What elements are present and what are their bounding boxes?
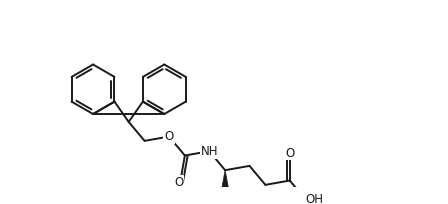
Polygon shape bbox=[220, 170, 230, 195]
Text: O: O bbox=[285, 146, 294, 160]
Text: NH: NH bbox=[201, 145, 218, 158]
Text: OH: OH bbox=[306, 193, 324, 204]
Text: O: O bbox=[164, 130, 173, 143]
Text: O: O bbox=[174, 176, 183, 189]
